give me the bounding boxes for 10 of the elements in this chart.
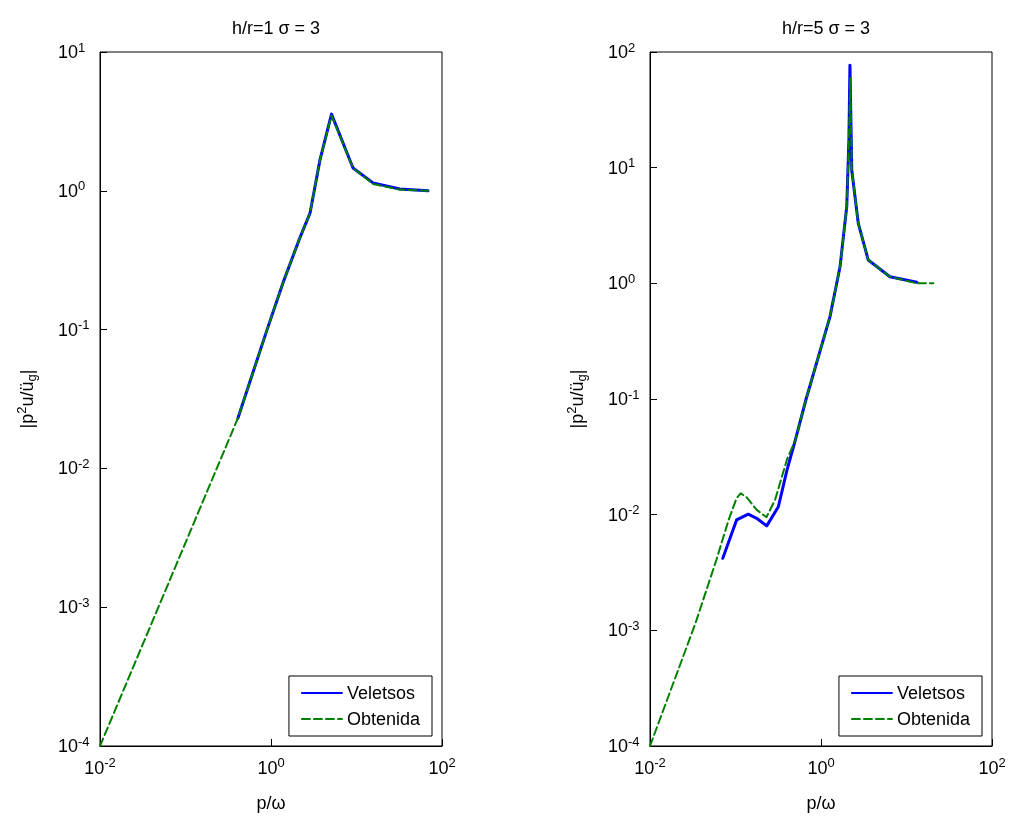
chart-title: h/r=1 σ = 3 (231, 18, 321, 38)
legend-label: Obtenida (896, 709, 971, 729)
legend-label: Obtenida (346, 709, 421, 729)
chart-title: h/r=5 σ = 3 (781, 18, 871, 38)
x-axis-title: p/ω (256, 793, 286, 813)
x-axis-title: p/ω (806, 793, 836, 813)
y-axis-title: |p2u/üg| (14, 369, 39, 429)
y-axis-title: |p2u/üg| (564, 369, 589, 429)
legend-label: Veletsos (896, 683, 965, 703)
legend-label: Veletsos (346, 683, 415, 703)
